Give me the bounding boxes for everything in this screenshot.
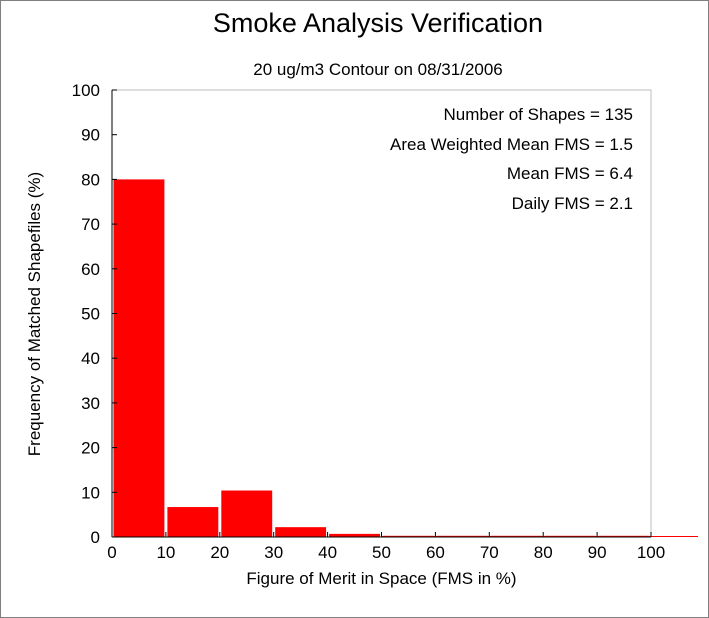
histogram-bar-1 (167, 507, 219, 537)
y-axis-label-container: Frequency of Matched Shapefiles (%) (22, 90, 48, 537)
x-tick-label-30: 30 (264, 543, 283, 562)
chart-subtitle: 20 ug/m3 Contour on 08/31/2006 (253, 60, 503, 79)
y-tick-label-20: 20 (81, 439, 100, 458)
histogram-bar-3 (275, 527, 327, 537)
annotation-number-of-shapes: Number of Shapes = 135 (443, 105, 633, 124)
annotation-mean-fms: Mean FMS = 6.4 (506, 164, 633, 184)
x-tick-label-80: 80 (534, 543, 553, 562)
histogram-bar-0 (113, 179, 165, 537)
y-tick-label-80: 80 (81, 170, 100, 189)
histogram-bar-2 (221, 490, 273, 537)
y-tick-label-0: 0 (91, 528, 100, 547)
y-tick-label-50: 50 (81, 305, 100, 324)
y-axis-label: Frequency of Matched Shapefiles (%) (25, 171, 44, 456)
y-tick-label-60: 60 (81, 260, 100, 279)
annotation-daily-fms: Daily FMS = 2.1 (511, 193, 633, 213)
y-tick-label-70: 70 (81, 215, 100, 234)
x-tick-label-10: 10 (156, 543, 175, 562)
y-tick-label-40: 40 (81, 349, 100, 368)
x-tick-label-20: 20 (210, 543, 229, 562)
x-tick-label-0: 0 (107, 543, 116, 562)
x-tick-label-70: 70 (480, 543, 499, 562)
annotation-area-weighted-mean-fms: Area Weighted Mean FMS = 1.5 (389, 134, 633, 154)
x-axis-label: Figure of Merit in Space (FMS in %) (246, 569, 517, 588)
x-tick-label-100: 100 (637, 543, 665, 562)
histogram-bar-4 (329, 533, 380, 537)
chart-title: Smoke Analysis Verification (212, 8, 544, 38)
y-tick-label-90: 90 (81, 126, 100, 145)
x-tick-label-40: 40 (318, 543, 337, 562)
x-tick-label-60: 60 (426, 543, 445, 562)
x-tick-label-90: 90 (588, 543, 607, 562)
x-tick-label-50: 50 (372, 543, 391, 562)
statistics-annotations: Number of Shapes = 135 Area Weighted Mea… (390, 100, 633, 218)
y-tick-label-100: 100 (72, 81, 100, 100)
y-tick-label-10: 10 (81, 483, 100, 502)
y-tick-label-30: 30 (81, 394, 100, 413)
